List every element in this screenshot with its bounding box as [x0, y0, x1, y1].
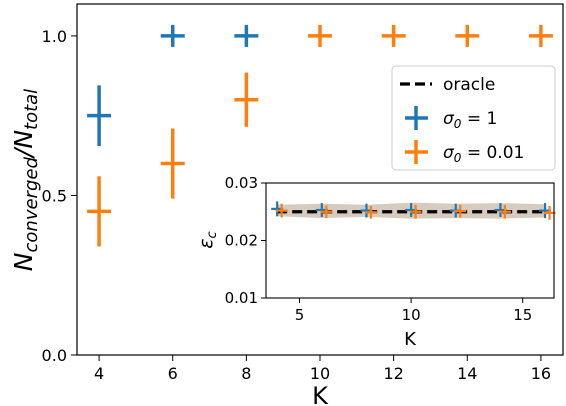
orange-point	[234, 72, 259, 127]
inset-orange-point	[320, 205, 333, 219]
main-x-tick-label: 16	[531, 364, 551, 383]
inset-series	[271, 201, 556, 220]
inset-background	[266, 183, 554, 298]
main-y-tick-label: 1.0	[42, 27, 67, 46]
inset-y-label: εc	[195, 231, 220, 248]
inset-x-tick-label: 10	[402, 306, 421, 324]
main-series	[87, 24, 553, 247]
inset-x-tick-label: 5	[295, 306, 305, 324]
main-y-axis: 0.0 0.5 1.0	[42, 27, 77, 365]
inset-y-tick-label: 0.01	[225, 289, 258, 307]
main-x-tick-label: 10	[310, 364, 330, 383]
legend-orange-swatch	[405, 140, 428, 164]
inset-y-axis: 0.01 0.02 0.03	[225, 174, 266, 307]
inset-x-label: K	[404, 329, 417, 350]
main-y-tick-label: 0.5	[42, 186, 67, 205]
legend-oracle-label: oracle	[443, 75, 495, 95]
main-y-label: Nconverged/Ntotal	[9, 89, 42, 271]
orange-point	[528, 24, 553, 47]
inset-orange-point	[364, 206, 377, 219]
orange-point	[160, 128, 185, 199]
main-x-axis: 4 6 8 10 12 14 16	[94, 355, 551, 383]
legend-box	[391, 65, 556, 171]
inset-x-tick-label: 15	[513, 306, 532, 324]
inset-plot: 5 10 15 0.01 0.02 0.03 K εc	[195, 174, 556, 350]
orange-point	[308, 24, 332, 47]
orange-point	[87, 176, 112, 247]
legend-orange-label: σ0 = 0.01	[443, 143, 524, 165]
inset-y-tick-label: 0.03	[225, 174, 258, 192]
legend-blue-label: σ0 = 1	[443, 109, 497, 131]
main-x-tick-label: 8	[241, 364, 251, 383]
blue-point	[160, 24, 185, 47]
main-x-tick-label: 4	[94, 364, 104, 383]
blue-point	[87, 85, 112, 146]
legend: oracle σ0 = 1 σ0 = 0.01	[391, 65, 556, 171]
main-x-tick-label: 12	[383, 364, 403, 383]
main-plot-frame	[76, 3, 564, 356]
main-x-tick-label: 14	[457, 364, 477, 383]
main-y-tick-label: 0.0	[42, 346, 67, 365]
legend-blue-swatch	[405, 106, 428, 130]
inset-y-tick-label: 0.02	[225, 232, 258, 250]
orange-point	[455, 24, 480, 47]
main-x-tick-label: 6	[168, 364, 178, 383]
inset-orange-point	[409, 204, 422, 219]
inset-orange-point	[454, 204, 467, 218]
main-x-label: K	[312, 382, 329, 406]
blue-point	[234, 24, 259, 47]
inset-orange-point	[498, 204, 511, 219]
inset-orange-point	[275, 203, 288, 218]
main-plot: 4 6 8 10 12 14 16 0.0 0.5 1.0 K Nconverged/Ntota…	[9, 3, 564, 406]
inset-x-axis: 5 10 15	[295, 298, 532, 324]
orange-point	[381, 24, 406, 47]
